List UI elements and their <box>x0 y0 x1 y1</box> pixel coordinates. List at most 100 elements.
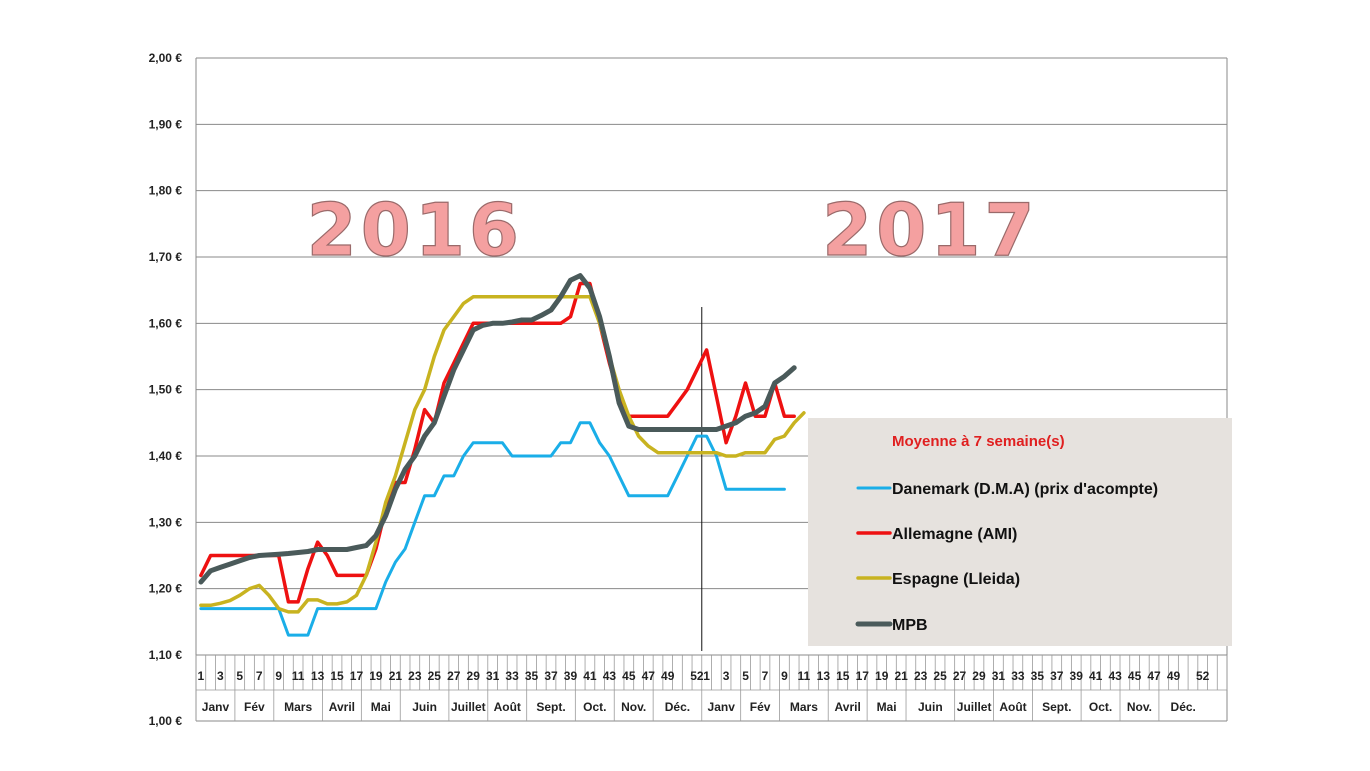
week-label: 23 <box>914 669 928 683</box>
month-label: Août <box>999 700 1026 714</box>
y-axis-tick-labels: 1,00 € 1,10 € 1,20 € 1,30 € 1,40 € 1,50 € 1,60… <box>149 51 183 728</box>
week-label: 17 <box>350 669 364 683</box>
month-label: Fév <box>244 700 265 714</box>
y-tick-label: 1,80 € <box>149 184 183 198</box>
month-label: Août <box>494 700 521 714</box>
legend-label: Danemark (D.M.A) (prix d'acompte) <box>892 481 1158 498</box>
year-label: 2017 <box>822 188 1038 272</box>
month-label: Fév <box>750 700 771 714</box>
week-label: 11 <box>798 669 811 683</box>
legend-title: Moyenne à 7 semaine(s) <box>892 433 1065 450</box>
month-label: Sept. <box>1042 700 1071 714</box>
week-label: 35 <box>1031 669 1045 683</box>
month-label: Juillet <box>957 700 992 714</box>
week-label: 33 <box>505 669 519 683</box>
month-label: Mars <box>790 700 818 714</box>
week-label: 37 <box>1050 669 1064 683</box>
week-label: 15 <box>330 669 344 683</box>
y-tick-label: 1,90 € <box>149 117 183 131</box>
week-label: 39 <box>564 669 578 683</box>
month-label: Avril <box>835 700 861 714</box>
week-label: 37 <box>544 669 558 683</box>
week-label: 29 <box>972 669 986 683</box>
week-label: 1 <box>198 669 205 683</box>
week-label: 27 <box>953 669 967 683</box>
week-label: 9 <box>275 669 282 683</box>
week-label: 3 <box>217 669 224 683</box>
week-label: 13 <box>817 669 831 683</box>
week-label: 5 <box>742 669 749 683</box>
gridlines <box>195 57 1228 722</box>
week-label: 3 <box>723 669 730 683</box>
week-label: 13 <box>311 669 325 683</box>
week-label: 19 <box>369 669 383 683</box>
month-label: Juin <box>412 700 437 714</box>
week-label: 7 <box>762 669 769 683</box>
week-label: 47 <box>642 669 656 683</box>
week-label: 35 <box>525 669 539 683</box>
week-label: 5 <box>236 669 243 683</box>
series-line <box>199 295 806 614</box>
y-tick-label: 1,30 € <box>149 515 183 529</box>
week-label: 17 <box>856 669 870 683</box>
week-label: 11 <box>292 669 305 683</box>
month-label: Juin <box>918 700 943 714</box>
year-label: 2016 <box>307 188 523 272</box>
month-label: Mai <box>877 700 897 714</box>
month-label: Déc. <box>665 700 690 714</box>
series-lines <box>198 273 806 637</box>
week-label: 23 <box>408 669 422 683</box>
month-label: Janv <box>202 700 230 714</box>
week-label: 52 <box>690 669 704 683</box>
week-label: 27 <box>447 669 461 683</box>
month-label: Mai <box>371 700 391 714</box>
week-label: 9 <box>781 669 788 683</box>
y-tick-label: 1,10 € <box>149 648 183 662</box>
series-line <box>199 421 786 637</box>
week-label: 33 <box>1011 669 1025 683</box>
week-label: 15 <box>836 669 850 683</box>
week-label: 31 <box>992 669 1006 683</box>
week-label: 25 <box>933 669 947 683</box>
month-label: Nov. <box>621 700 646 714</box>
week-label: 19 <box>875 669 889 683</box>
week-label: 47 <box>1147 669 1161 683</box>
month-label: Oct. <box>1089 700 1112 714</box>
month-label: Sept. <box>536 700 565 714</box>
y-tick-label: 2,00 € <box>149 51 183 65</box>
y-tick-label: 1,70 € <box>149 250 183 264</box>
series-line <box>198 273 797 585</box>
month-label: Nov. <box>1127 700 1152 714</box>
y-tick-label: 1,60 € <box>149 316 183 330</box>
week-label: 29 <box>467 669 481 683</box>
week-label: 49 <box>661 669 675 683</box>
y-tick-label: 1,40 € <box>149 449 183 463</box>
y-tick-label: 1,20 € <box>149 582 183 596</box>
week-label: 21 <box>389 669 403 683</box>
legend: Moyenne à 7 semaine(s) Danemark (D.M.A) … <box>808 418 1232 646</box>
week-label: 52 <box>1196 669 1210 683</box>
week-label: 49 <box>1167 669 1181 683</box>
month-label: Oct. <box>583 700 606 714</box>
legend-label: Espagne (Lleida) <box>892 571 1020 588</box>
y-tick-label: 1,00 € <box>149 714 183 728</box>
week-label: 7 <box>256 669 263 683</box>
x-axis-week-grid: 1 3 5 7 9 11 13 15 17 19 21 23 25 27 29 31 33 35 37 39 41 43 4… <box>195 655 1228 721</box>
month-label: Juillet <box>451 700 486 714</box>
legend-label: Allemagne (AMI) <box>892 526 1017 543</box>
week-label: 43 <box>1108 669 1122 683</box>
week-label: 45 <box>1128 669 1142 683</box>
month-label: Déc. <box>1171 700 1196 714</box>
week-label: 39 <box>1070 669 1084 683</box>
month-label: Mars <box>284 700 312 714</box>
week-label: 25 <box>428 669 442 683</box>
week-label: 45 <box>622 669 636 683</box>
year-labels: 2016 2017 <box>306 187 1038 651</box>
month-label: Avril <box>329 700 355 714</box>
week-label: 31 <box>486 669 500 683</box>
week-label: 41 <box>583 669 597 683</box>
legend-label: MPB <box>892 617 928 634</box>
y-tick-label: 1,50 € <box>149 383 183 397</box>
month-label: Janv <box>708 700 736 714</box>
